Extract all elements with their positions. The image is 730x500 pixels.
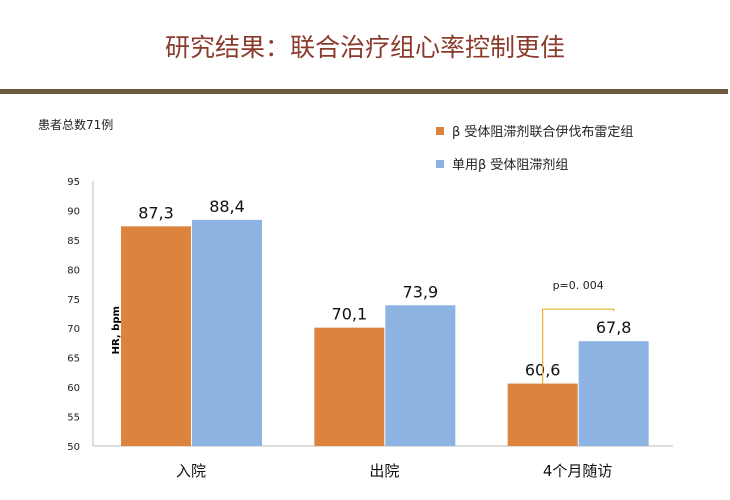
y-tick-label: 65 (67, 354, 80, 365)
data-label: 87,3 (138, 203, 174, 222)
data-label: 67,8 (596, 318, 632, 337)
y-tick-label: 60 (67, 383, 80, 394)
bar (507, 383, 578, 446)
legend-label: β 受体阻滞剂联合伊伐布雷定组 (452, 125, 634, 140)
y-tick-label: 80 (67, 265, 80, 276)
y-axis-label: HR, bpm (111, 306, 122, 354)
legend-item-mono: 单用β 受体阻滞剂组 (436, 154, 568, 173)
legend-item-combo: β 受体阻滞剂联合伊伐布雷定组 (436, 121, 633, 140)
y-tick-label: 55 (67, 413, 80, 424)
y-tick-label: 85 (67, 236, 80, 247)
title-divider (0, 89, 728, 94)
x-tick-label: 4个月随访 (543, 462, 613, 480)
bar (314, 327, 385, 446)
legend-swatch-blue (436, 159, 444, 168)
data-label: 70,1 (332, 305, 368, 324)
patient-count-note: 患者总数71例 (38, 118, 114, 132)
p-value-annotation: p=0. 004 (553, 279, 604, 292)
significance-bracket (542, 308, 615, 384)
bar (578, 341, 649, 446)
bar (385, 305, 456, 446)
y-tick-label: 75 (67, 295, 80, 306)
data-label: 88,4 (209, 197, 245, 216)
x-tick-label: 出院 (369, 462, 399, 480)
y-tick-label: 70 (67, 324, 80, 335)
bar (121, 226, 191, 446)
legend-swatch-orange (436, 126, 444, 135)
legend-label: 单用β 受体阻滞剂组 (452, 158, 569, 173)
y-tick-label: 90 (67, 206, 80, 217)
x-tick-label: 入院 (176, 462, 206, 480)
bar (192, 219, 262, 446)
slide-title: 研究结果：联合治疗组心率控制更佳 (164, 33, 565, 62)
y-tick-label: 50 (67, 442, 80, 453)
data-label: 73,9 (403, 282, 439, 301)
y-tick-label: 95 (67, 177, 80, 188)
